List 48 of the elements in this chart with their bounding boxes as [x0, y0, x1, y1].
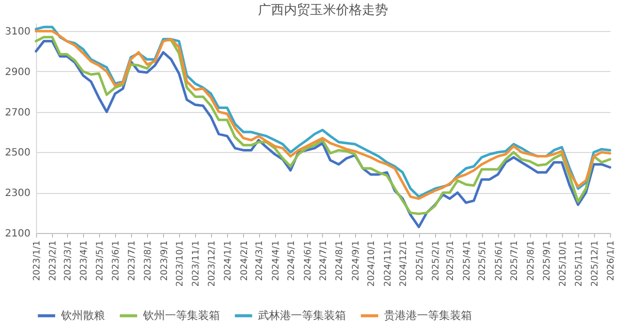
x-tick-label: 2025/3/1	[446, 240, 456, 281]
y-tick-label: 2700	[5, 107, 30, 118]
x-tick-label: 2024/8/1	[335, 240, 346, 281]
chart-title: 广西内贸玉米价格走势	[258, 3, 388, 18]
x-tick-label: 2023/1/1	[32, 240, 42, 281]
x-tick-label: 2025/10/1	[558, 240, 568, 287]
y-tick-label: 2100	[5, 228, 30, 240]
x-tick-label: 2023/9/1	[160, 240, 170, 281]
y-tick-label: 2500	[5, 148, 30, 159]
x-tick-label: 2025/1/1	[415, 240, 426, 281]
x-tick-label: 2023/3/1	[63, 240, 74, 281]
x-tick-label: 2025/7/1	[510, 240, 520, 281]
x-tick-label: 2024/6/1	[303, 240, 314, 281]
x-tick-label: 2023/8/1	[144, 240, 154, 281]
legend-label: 武林港一等集装箱	[258, 308, 346, 322]
x-tick-label: 2023/12/1	[207, 240, 218, 287]
x-tick-label: 2023/4/1	[80, 240, 90, 281]
x-tick-label: 2024/7/1	[318, 240, 329, 281]
x-tick-label: 2023/11/1	[192, 240, 202, 287]
x-tick-label: 2025/5/1	[478, 240, 488, 281]
x-tick-label: 2024/3/1	[255, 240, 266, 281]
x-tick-label: 2025/6/1	[494, 240, 504, 281]
x-tick-label: 2025/12/1	[590, 240, 600, 287]
legend-label: 钦州一等集装箱	[142, 308, 220, 322]
x-tick-label: 2023/5/1	[95, 240, 106, 281]
x-tick-label: 2024/5/1	[287, 240, 298, 281]
legend-label: 贵港港一等集装箱	[384, 308, 472, 322]
x-tick-label: 2024/4/1	[271, 240, 282, 281]
x-tick-label: 2025/2/1	[432, 240, 442, 281]
x-tick-label: 2024/12/1	[399, 240, 410, 287]
y-tick-label: 3100	[5, 26, 30, 38]
x-tick-label: 2023/7/1	[127, 240, 138, 281]
x-tick-label: 2024/2/1	[240, 240, 250, 281]
x-tick-label: 2023/10/1	[175, 240, 186, 287]
x-tick-label: 2025/4/1	[462, 240, 472, 281]
y-tick-label: 2900	[5, 66, 30, 78]
x-tick-label: 2025/8/1	[526, 240, 536, 281]
x-tick-label: 2024/1/1	[224, 240, 234, 281]
x-tick-label: 2026/1/1	[606, 240, 616, 281]
y-tick-label: 2300	[5, 188, 30, 200]
x-tick-label: 2025/11/1	[574, 240, 585, 287]
x-tick-label: 2025/9/1	[542, 240, 553, 281]
legend-label: 钦州散粮	[60, 308, 105, 322]
x-tick-label: 2024/9/1	[351, 240, 362, 281]
x-tick-label: 2023/2/1	[48, 240, 59, 281]
x-tick-label: 2024/11/1	[383, 240, 394, 287]
x-tick-label: 2024/10/1	[367, 240, 378, 287]
x-tick-label: 2023/6/1	[112, 240, 122, 281]
